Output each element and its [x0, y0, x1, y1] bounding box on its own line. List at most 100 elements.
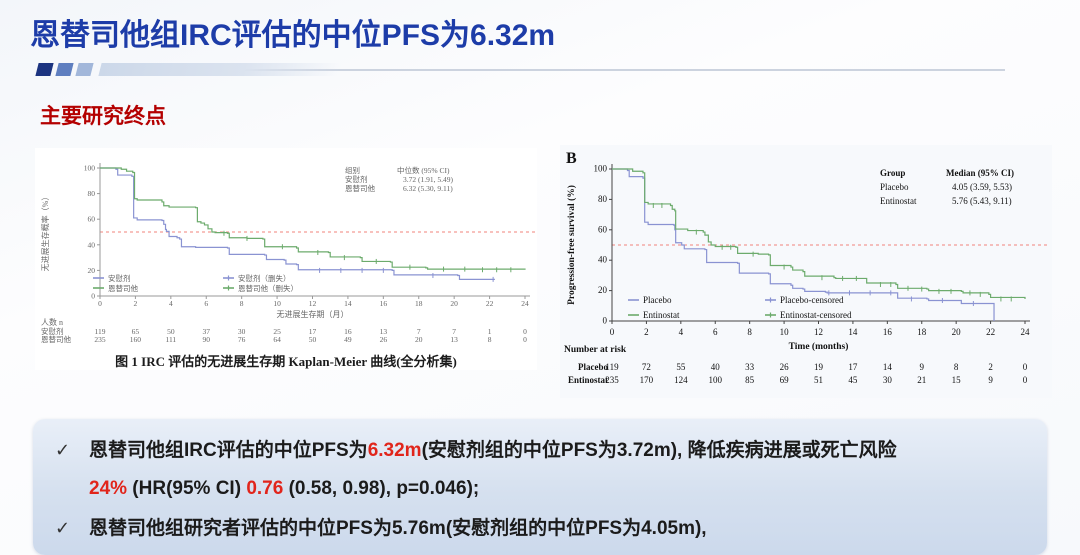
at-risk-value: 55: [676, 362, 686, 372]
summary-bullet-1: ✓ 恩替司他组IRC评估的中位PFS为6.32m(安慰剂组的中位PFS为3.72…: [33, 436, 1047, 504]
at-risk-row-label: Entinostat: [568, 375, 608, 385]
at-risk-value: 235: [605, 375, 619, 385]
at-risk-value: 13: [380, 327, 388, 336]
at-risk-value: 0: [1023, 362, 1028, 372]
at-risk-value: 0: [1023, 375, 1028, 385]
at-risk-value: 0: [523, 327, 527, 336]
decor-square-light: [75, 63, 94, 76]
at-risk-value: 33: [745, 362, 755, 372]
x-tick-label: 14: [848, 327, 858, 337]
x-tick-label: 4: [679, 327, 684, 337]
x-tick-label: 8: [240, 299, 244, 308]
decorative-line: [100, 69, 1005, 71]
at-risk-value: 9: [920, 362, 925, 372]
at-risk-value: 100: [709, 375, 723, 385]
section-heading: 主要研究终点: [40, 105, 166, 128]
legend-item-label: 恩替司他: [108, 283, 138, 293]
km-chart-irc: 0 2 4 6 8 10 12 14 16 18 20 22 24 0 20 40 60 80 100 无进展生存期（…: [35, 148, 537, 370]
x-tick-label: 16: [883, 327, 893, 337]
y-tick-label: 60: [88, 215, 96, 224]
y-tick-label: 100: [84, 164, 96, 173]
y-tick-label: 40: [88, 240, 96, 249]
legend-item-label: Entinostat: [643, 310, 680, 320]
decorative-bar: [0, 62, 1080, 78]
at-risk-value: 17: [848, 362, 858, 372]
legend-item-label: 安慰剂: [108, 273, 131, 283]
x-tick-label: 0: [98, 299, 102, 308]
y-tick-label: 100: [594, 164, 608, 174]
at-risk-value: 119: [95, 327, 106, 336]
bullet1-risk-reduction: 24%: [89, 478, 128, 500]
legend-table-header: Median (95% CI): [946, 168, 1014, 178]
series-line-0: [612, 168, 995, 321]
decor-fade-bar: [98, 63, 342, 76]
bullet1-hr-value: 0.76: [246, 478, 284, 500]
legend-item-label: 安慰剂（删失）: [238, 273, 291, 283]
at-risk-value: 9: [988, 375, 993, 385]
at-risk-value: 14: [883, 362, 893, 372]
at-risk-value: 16: [344, 327, 352, 336]
at-risk-value: 111: [165, 335, 176, 344]
at-risk-value: 26: [380, 335, 388, 344]
legend-table-row: 4.05 (3.59, 5.53): [952, 182, 1012, 192]
bullet1-text2: (安慰剂组的中位PFS为3.72m), 降低疾病进展或死亡风险: [421, 440, 897, 461]
at-risk-value: 30: [883, 375, 893, 385]
at-risk-value: 8: [488, 335, 492, 344]
y-tick-label: 80: [88, 189, 96, 198]
at-risk-value: 1: [488, 327, 492, 336]
at-risk-value: 7: [417, 327, 421, 336]
legend-table-header: 组别: [345, 165, 360, 175]
y-axis-title: 无进展生存概率（%）: [40, 193, 50, 272]
bullet1-line2: 24% (HR(95% CI) 0.76 (0.58, 0.98), p=0.0…: [89, 474, 1029, 503]
y-tick-label: 60: [598, 224, 608, 234]
at-risk-value: 51: [814, 375, 823, 385]
y-tick-label: 20: [88, 266, 96, 275]
summary-bullet-1-text: 恩替司他组IRC评估的中位PFS为6.32m(安慰剂组的中位PFS为3.72m)…: [89, 436, 1029, 504]
x-tick-label: 12: [309, 299, 317, 308]
panel-label: B: [566, 150, 577, 167]
at-risk-value: 85: [745, 375, 755, 385]
at-risk-value: 17: [309, 327, 317, 336]
x-axis-title: Time (months): [789, 341, 849, 352]
at-risk-value: 8: [954, 362, 959, 372]
legend-table-row: 安慰剂: [345, 174, 368, 184]
x-tick-label: 2: [644, 327, 649, 337]
at-risk-value: 19: [814, 362, 824, 372]
at-risk-value: 64: [273, 335, 281, 344]
at-risk-header: Number at risk: [564, 345, 627, 355]
x-axis-title: 无进展生存期（月）: [277, 309, 349, 319]
chart-caption: 图 1 IRC 评估的无进展生存期 Kaplan-Meier 曲线(全分析集): [115, 354, 457, 369]
x-tick-label: 16: [380, 299, 388, 308]
at-risk-row-label: 恩替司他: [41, 334, 71, 344]
y-tick-label: 20: [598, 285, 608, 295]
x-tick-label: 20: [952, 327, 962, 337]
y-tick-label: 0: [91, 292, 95, 301]
at-risk-value: 235: [94, 335, 106, 344]
x-tick-label: 8: [747, 327, 752, 337]
x-tick-label: 6: [204, 299, 208, 308]
at-risk-row-label: 安慰剂: [41, 326, 64, 336]
at-risk-value: 21: [917, 375, 926, 385]
x-tick-label: 6: [713, 327, 718, 337]
y-tick-label: 0: [603, 316, 608, 326]
legend-item-label: Placebo-censored: [780, 295, 844, 305]
km-chart-investigator: 0 2 4 6 8 10 12 14 16 18 20 22 24 0 20 40 60 80 100 Time (m…: [560, 145, 1052, 398]
legend-table-row: 恩替司他: [345, 183, 375, 193]
x-tick-label: 2: [134, 299, 138, 308]
at-risk-row-label: Placebo: [578, 362, 608, 372]
x-tick-label: 22: [486, 299, 494, 308]
at-risk-value: 160: [130, 335, 142, 344]
at-risk-value: 40: [711, 362, 721, 372]
x-tick-label: 24: [1021, 327, 1031, 337]
at-risk-value: 72: [642, 362, 651, 372]
at-risk-value: 50: [167, 327, 175, 336]
at-risk-value: 30: [238, 327, 246, 336]
bullet1-hr-label: (HR(95% CI): [127, 478, 247, 500]
at-risk-value: 119: [605, 362, 619, 372]
x-tick-label: 20: [450, 299, 458, 308]
series-line-1: [100, 167, 526, 270]
legend-table-header: Group: [880, 168, 905, 178]
legend-table-row: 5.76 (5.43, 9.11): [952, 196, 1012, 206]
legend-table-row: Placebo: [880, 182, 909, 192]
